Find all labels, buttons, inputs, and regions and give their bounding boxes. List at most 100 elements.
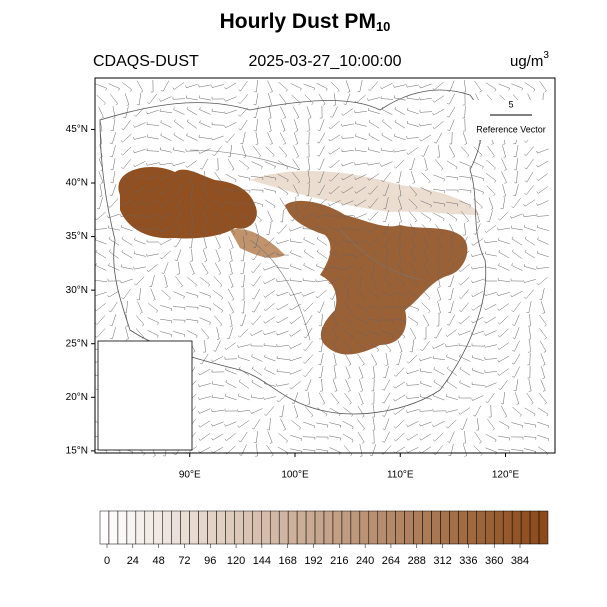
colorbar-box	[171, 510, 181, 545]
colorbar-box	[458, 510, 468, 545]
colorbar-box	[404, 510, 414, 545]
colorbar-box	[261, 510, 271, 545]
colorbar-box	[252, 510, 262, 545]
colorbar-box	[225, 510, 235, 545]
colorbar-box	[422, 510, 432, 545]
colorbar-box	[162, 510, 172, 545]
colorbar-box	[126, 510, 137, 545]
colorbar-label: 120	[227, 555, 245, 567]
colorbar-box	[341, 510, 352, 545]
colorbar-box	[108, 510, 119, 545]
colorbar-box	[377, 510, 387, 545]
colorbar-box	[207, 510, 217, 545]
colorbar-box	[413, 510, 423, 545]
colorbar-box	[287, 510, 298, 545]
colorbar-box	[395, 510, 405, 545]
colorbar-box	[368, 510, 379, 545]
lat-tick-label: 40°N	[66, 178, 88, 189]
lat-tick-label: 35°N	[66, 231, 88, 242]
colorbar-box	[189, 510, 199, 545]
lat-tick-label: 30°N	[66, 285, 88, 296]
colorbar-label: 168	[279, 555, 297, 567]
units-text: ug/m	[510, 53, 543, 70]
lon-tick-label: 110°E	[387, 470, 414, 481]
colorbar-box	[485, 510, 495, 545]
wind-field	[94, 79, 550, 457]
colorbar-box	[520, 510, 531, 545]
colorbar-box	[198, 510, 208, 545]
colorbar-box	[476, 510, 486, 545]
colorbar-box	[144, 510, 155, 545]
colorbar-box	[314, 510, 325, 545]
map-frame	[94, 77, 556, 454]
colorbar-box	[431, 510, 441, 545]
units: ug/m3	[510, 50, 549, 70]
dust-haze	[250, 170, 480, 215]
colorbar-box	[243, 510, 253, 545]
colorbar-box	[278, 510, 289, 545]
colorbar-label: 96	[204, 555, 216, 567]
wind-barbs	[94, 79, 550, 457]
colorbar-label: 240	[356, 555, 374, 567]
province-boundary	[189, 149, 421, 341]
lon-tick-label: 120°E	[492, 470, 520, 481]
lon-tick-label: 90°E	[179, 470, 201, 481]
colorbar-label: 264	[382, 555, 400, 567]
lat-tick-label: 20°N	[66, 392, 88, 403]
model-name: CDAQS-DUST	[93, 53, 199, 70]
lat-tick-label: 25°N	[66, 338, 88, 349]
colorbar-label: 216	[330, 555, 348, 567]
colorbar-label: 48	[153, 555, 165, 567]
colorbar-label: 384	[511, 555, 529, 567]
colorbar-box	[511, 510, 522, 545]
colorbar-label: 360	[485, 555, 503, 567]
colorbar-label: 24	[127, 555, 139, 567]
map-area: 5 Reference Vector	[94, 77, 556, 457]
title: Hourly Dust PM10	[220, 10, 391, 35]
colorbar-box	[529, 510, 540, 545]
colorbar-box	[359, 510, 370, 545]
reference-vector-box	[470, 100, 554, 140]
reference-vector-value: 5	[508, 99, 513, 109]
reference-vector-label: Reference Vector	[476, 124, 546, 134]
colorbar-box	[216, 510, 226, 545]
colorbar-box	[234, 510, 244, 545]
lat-tick-label: 45°N	[66, 124, 88, 135]
colorbar-box	[350, 510, 361, 545]
colorbar-label: 312	[433, 555, 451, 567]
colorbar-box	[135, 510, 146, 545]
colorbar-label: 72	[178, 555, 190, 567]
colorbar-box	[296, 510, 307, 545]
colorbar-box	[99, 510, 110, 545]
title-subscript: 10	[376, 19, 390, 34]
colorbar-label: 336	[459, 555, 477, 567]
colorbar-box	[323, 510, 334, 545]
colorbar-box	[117, 510, 128, 545]
colorbar-box	[440, 510, 450, 545]
valid-time: 2025-03-27_10:00:00	[248, 53, 401, 70]
colorbar-label: 0	[104, 555, 110, 567]
colorbar-box	[305, 510, 316, 545]
colorbar-box	[538, 510, 549, 545]
colorbar-box	[180, 510, 190, 545]
colorbar-box	[332, 510, 343, 545]
dust-plume	[285, 200, 468, 355]
colorbar-label: 288	[408, 555, 426, 567]
colorbar-box	[449, 510, 459, 545]
colorbar-box	[467, 510, 477, 545]
colorbar-box	[386, 510, 396, 545]
lat-tick-label: 15°N	[66, 445, 88, 456]
colorbar-label: 144	[253, 555, 271, 567]
title-text: Hourly Dust PM	[220, 10, 376, 33]
colorbar: 0 24 48 72 96 120 144 168 192 216 240 264 288 312 336 3…	[99, 510, 549, 567]
colorbar-label: 192	[304, 555, 322, 567]
inset-map	[97, 340, 193, 451]
colorbar-box	[269, 510, 280, 545]
units-superscript: 3	[543, 50, 549, 61]
dust-plume	[230, 229, 285, 258]
colorbar-box	[493, 510, 504, 545]
colorbar-box	[153, 510, 163, 545]
lon-tick-label: 100°E	[281, 470, 309, 481]
colorbar-box	[502, 510, 513, 545]
